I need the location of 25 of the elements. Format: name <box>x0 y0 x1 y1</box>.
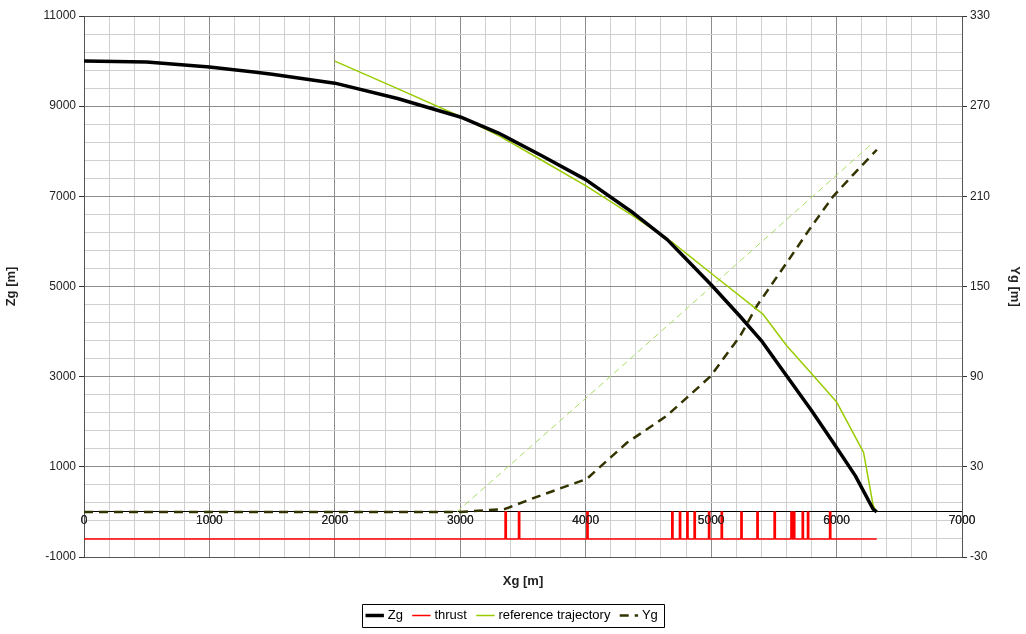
y-axis-title: Zg [m] <box>3 266 19 307</box>
y2-axis-title: Yg [m] <box>1007 266 1023 307</box>
legend-label: reference trajectory <box>498 607 611 623</box>
y-tick-label: -1000 <box>45 549 77 564</box>
y-tick-label: 1000 <box>49 459 77 474</box>
y-tick-label: 7000 <box>49 188 77 203</box>
y2-tick-label: 30 <box>970 459 984 474</box>
legend-label: thrust <box>434 607 468 623</box>
x-tick-label: 1000 <box>196 513 224 528</box>
y2-tick-label: 150 <box>970 278 991 293</box>
y2-tick-label: 210 <box>970 188 991 203</box>
line-series <box>84 148 879 514</box>
x-tick-label: 2000 <box>321 513 349 528</box>
y-tick-label: 9000 <box>49 98 77 113</box>
x-tick-label: 3000 <box>446 513 474 528</box>
y-tick-label: 11000 <box>43 8 77 23</box>
legend-label: Yg <box>641 607 658 623</box>
y2-tick-label: 90 <box>970 368 984 383</box>
legend-label: Zg <box>387 607 403 623</box>
y-tick-label: 3000 <box>49 368 77 383</box>
y2-tick-label: -30 <box>970 549 988 564</box>
x-axis-title: Xg [m] <box>502 572 544 588</box>
y2-tick-label: 270 <box>970 98 991 113</box>
y2-tick-label: 330 <box>970 8 991 23</box>
y-tick-label: 5000 <box>49 278 77 293</box>
